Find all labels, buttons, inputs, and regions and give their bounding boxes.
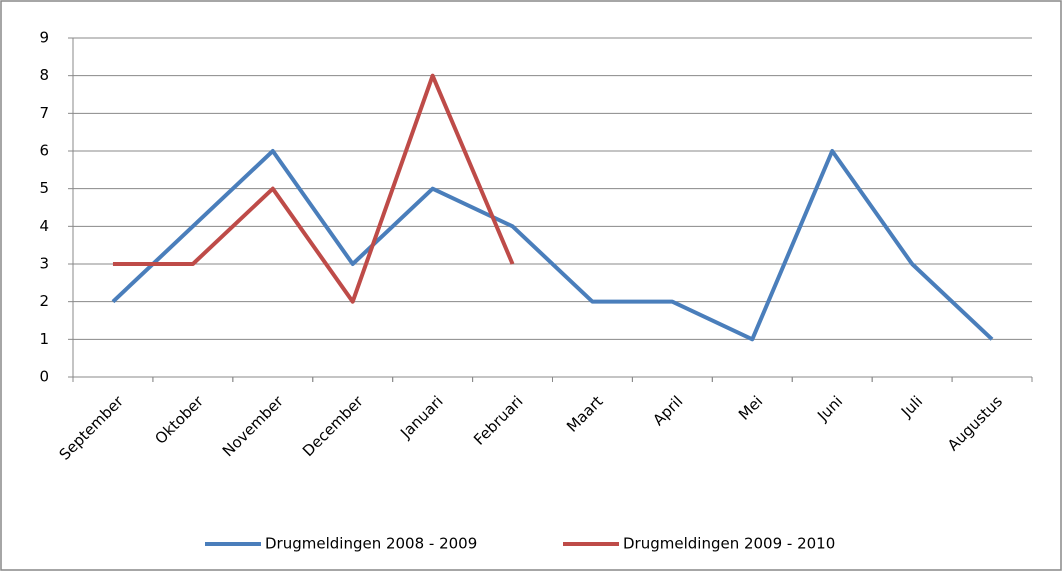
y-tick-label: 8 <box>39 66 49 84</box>
series-line <box>112 73 515 304</box>
y-tick-label: 0 <box>39 368 49 386</box>
y-tick-label: 6 <box>39 142 49 160</box>
legend-label: Drugmeldingen 2008 - 2009 <box>265 535 477 553</box>
y-tick-label: 4 <box>39 217 49 235</box>
y-tick-label: 7 <box>39 104 49 122</box>
y-tick-label: 1 <box>39 330 49 348</box>
y-tick-label: 5 <box>39 179 49 197</box>
y-tick-label: 3 <box>39 255 49 273</box>
y-tick-label: 9 <box>39 29 49 47</box>
y-tick-label: 2 <box>39 292 49 310</box>
legend-label: Drugmeldingen 2009 - 2010 <box>623 535 835 553</box>
series-line <box>111 149 994 342</box>
